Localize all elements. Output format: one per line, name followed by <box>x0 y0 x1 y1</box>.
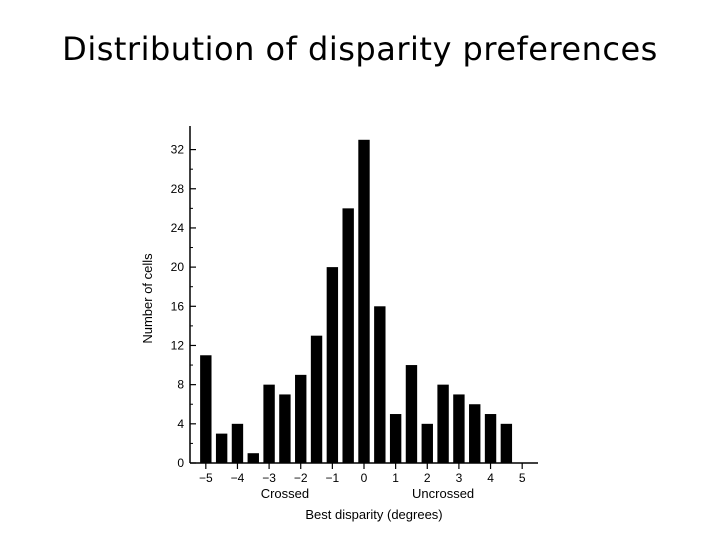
x-tick-label-1: −4 <box>231 471 245 485</box>
bar-0 <box>200 355 212 463</box>
bar-1 <box>215 433 228 463</box>
x-tick-label-0: −5 <box>199 471 213 485</box>
bar-6 <box>295 374 307 463</box>
x-tick-label-4: −1 <box>326 471 340 485</box>
y-tick-label-1: 4 <box>177 417 184 431</box>
bar-3 <box>247 453 259 463</box>
x-tick-label-8: 3 <box>456 471 463 485</box>
bar-17 <box>469 404 481 463</box>
bar-19 <box>500 423 513 463</box>
x-tick-label-7: 2 <box>424 471 431 485</box>
bar-14 <box>421 423 433 463</box>
x-tick-label-6: 1 <box>392 471 399 485</box>
x-tick-group: −5 −4 −3 −2 −1 0 1 2 3 4 5 <box>199 463 526 485</box>
bar-group <box>200 139 513 463</box>
y-tick-label-7: 28 <box>171 182 185 196</box>
bar-18 <box>484 414 497 463</box>
y-tick-group: 0 4 8 12 16 20 24 28 32 <box>171 143 196 470</box>
y-axis-label: Number of cells <box>140 253 155 344</box>
bar-15 <box>437 384 449 463</box>
x-tick-label-5: 0 <box>361 471 368 485</box>
slide-title: Distribution of disparity preferences <box>62 30 658 68</box>
bar-12 <box>389 414 402 463</box>
bar-5 <box>279 394 291 463</box>
bar-2 <box>231 423 244 463</box>
y-tick-label-6: 24 <box>171 221 185 235</box>
x-region-label-uncrossed: Uncrossed <box>412 486 474 501</box>
x-axis-label: Best disparity (degrees) <box>305 507 442 522</box>
x-tick-label-2: −3 <box>262 471 276 485</box>
y-tick-label-8: 32 <box>171 143 185 157</box>
bar-16 <box>453 394 465 463</box>
x-tick-label-10: 5 <box>519 471 526 485</box>
bar-9 <box>342 208 354 463</box>
bar-7 <box>310 335 323 463</box>
bar-8 <box>326 267 339 463</box>
x-tick-label-9: 4 <box>487 471 494 485</box>
bar-11 <box>374 306 386 463</box>
bar-10 <box>358 139 370 463</box>
y-tick-label-2: 8 <box>177 378 184 392</box>
y-tick-label-5: 20 <box>171 260 185 274</box>
bar-13 <box>405 365 418 463</box>
bar-4 <box>263 384 275 463</box>
x-region-label-crossed: Crossed <box>261 486 309 501</box>
x-tick-label-3: −2 <box>294 471 308 485</box>
y-tick-label-3: 12 <box>171 338 185 352</box>
y-tick-label-0: 0 <box>177 456 184 470</box>
y-tick-label-4: 16 <box>171 299 185 313</box>
